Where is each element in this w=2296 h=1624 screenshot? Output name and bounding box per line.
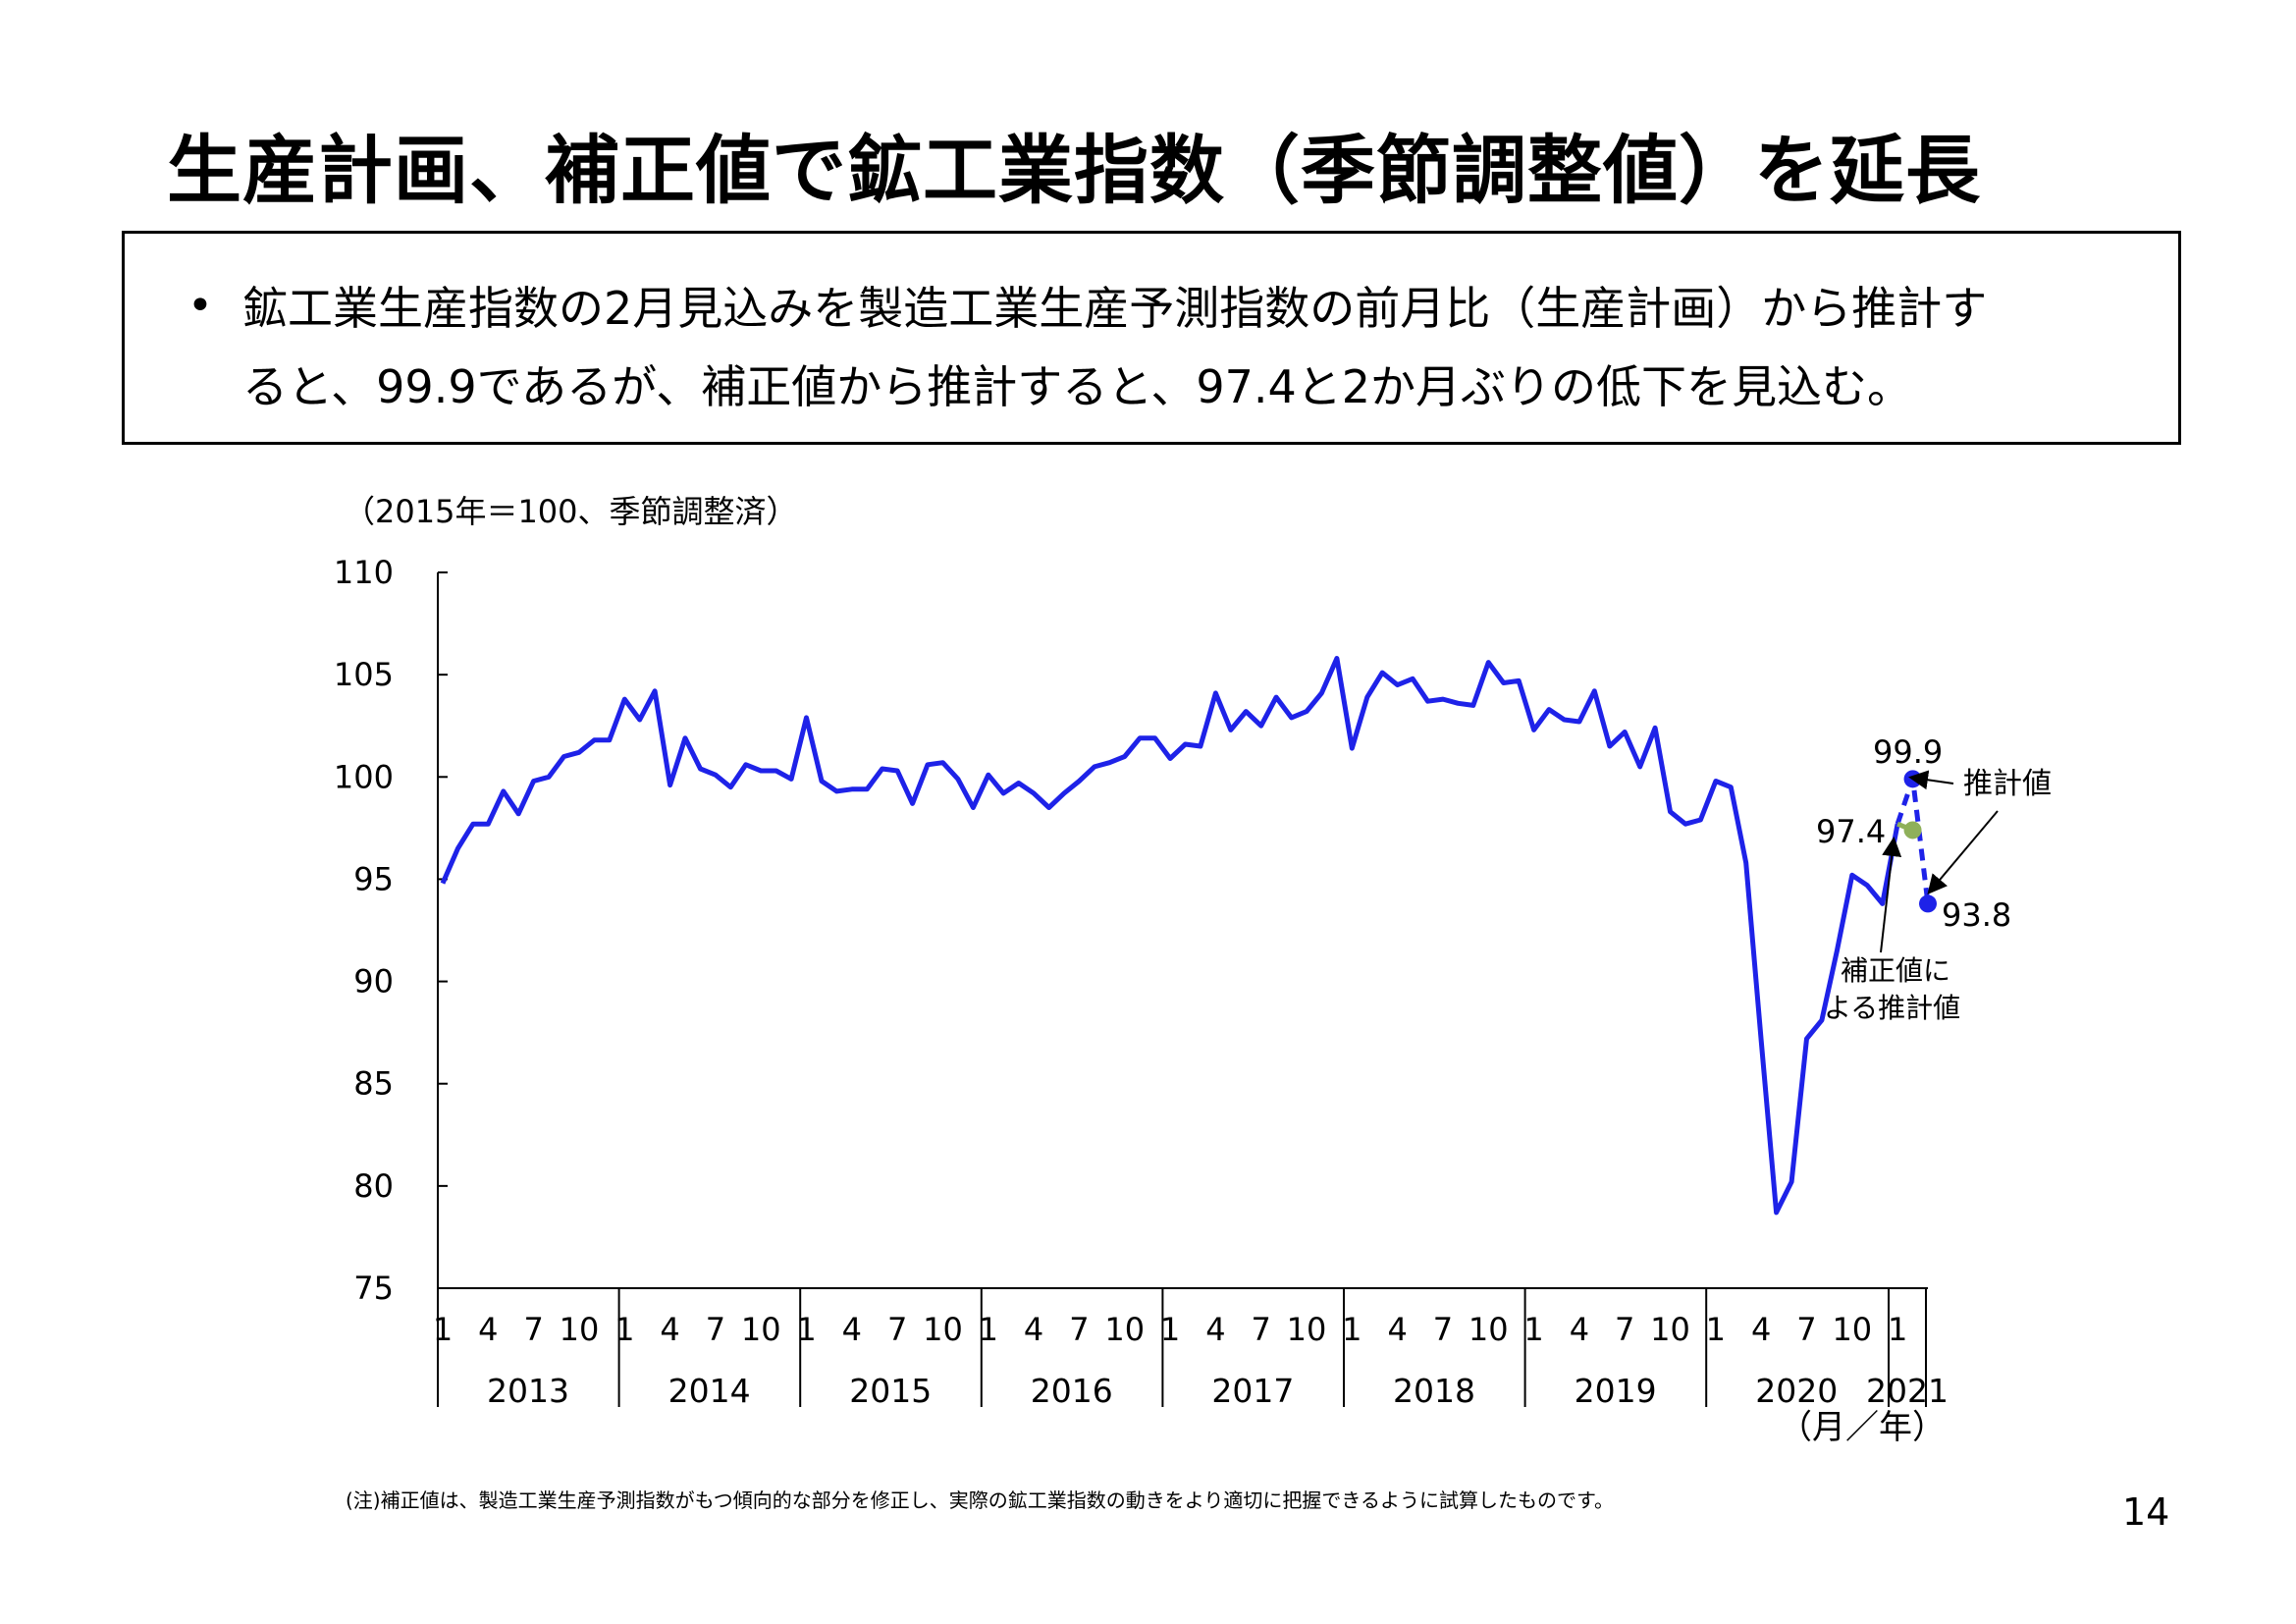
month-tick-label: 10 <box>741 1311 781 1348</box>
summary-text: 鉱工業生産指数の2月見込みを製造工業生産予測指数の前月比（生産計画）から推計す … <box>242 269 2147 426</box>
y-tick-label: 80 <box>353 1167 394 1205</box>
data-label-93-8: 93.8 <box>1942 896 2011 934</box>
y-tick-label: 95 <box>353 860 394 897</box>
data-label-99-9: 99.9 <box>1873 733 1943 771</box>
month-tick-label: 10 <box>560 1311 600 1348</box>
month-tick-label: 1 <box>614 1311 634 1348</box>
bullet-symbol: • <box>187 281 213 331</box>
month-tick-label: 7 <box>1796 1311 1816 1348</box>
month-tick-label: 1 <box>1342 1311 1362 1348</box>
month-tick-label: 7 <box>887 1311 907 1348</box>
projection-line <box>1895 778 1931 904</box>
summary-line-1: 鉱工業生産指数の2月見込みを製造工業生産予測指数の前月比（生産計画）から推計す <box>242 282 1988 335</box>
month-tick-label: 7 <box>1433 1311 1453 1348</box>
month-tick-label: 1 <box>1523 1311 1543 1348</box>
month-tick-label: 7 <box>706 1311 725 1348</box>
y-tick-label: 75 <box>353 1270 394 1307</box>
y-axis-unit-label: （2015年＝100、季節調整済） <box>344 493 798 530</box>
y-tick-label: 110 <box>334 554 394 591</box>
projection-point <box>1903 821 1922 839</box>
callout-arrow-estimate <box>1908 770 1954 790</box>
month-tick-label: 7 <box>1069 1311 1089 1348</box>
callout-arrow-corrected <box>1880 837 1902 953</box>
year-label: 2014 <box>668 1372 751 1410</box>
year-label: 2016 <box>1031 1372 1113 1410</box>
series-line <box>440 656 1900 1216</box>
y-tick-label: 90 <box>353 963 394 1001</box>
series-area <box>440 656 1900 1216</box>
month-tick-label: 10 <box>1650 1311 1690 1348</box>
callout-arrow-estimate-down <box>1927 810 1999 895</box>
month-tick-label: 7 <box>523 1311 543 1348</box>
month-tick-label: 4 <box>1387 1311 1407 1348</box>
month-tick-label: 4 <box>1205 1311 1225 1348</box>
month-tick-label: 4 <box>1024 1311 1043 1348</box>
month-tick-label: 1 <box>433 1311 453 1348</box>
callout-estimate-label: 推計値 <box>1963 767 2052 801</box>
year-label: 2013 <box>487 1372 569 1410</box>
y-tick-label: 100 <box>334 758 394 795</box>
y-tick-label: 105 <box>334 656 394 693</box>
summary-box: • 鉱工業生産指数の2月見込みを製造工業生産予測指数の前月比（生産計画）から推計… <box>122 231 2181 445</box>
callout-corrected-line-2: よる推計値 <box>1824 992 1960 1024</box>
month-tick-label: 10 <box>1832 1311 1872 1348</box>
month-tick-label: 4 <box>1570 1311 1589 1348</box>
year-label: 2019 <box>1575 1372 1657 1410</box>
year-label: 2020 <box>1755 1372 1838 1410</box>
month-tick-label: 4 <box>842 1311 862 1348</box>
y-axis: 75 80 85 90 95 100 105 110 <box>334 554 448 1307</box>
slide-title: 生産計画、補正値で鉱工業指数（季節調整値）を延長 <box>167 127 1981 214</box>
year-label: 2015 <box>849 1372 932 1410</box>
month-tick-label: 1 <box>979 1311 998 1348</box>
year-label: 2021 <box>1866 1372 1949 1410</box>
month-tick-label: 4 <box>478 1311 498 1348</box>
month-tick-label: 7 <box>1252 1311 1271 1348</box>
month-tick-label: 7 <box>1615 1311 1634 1348</box>
month-tick-label: 1 <box>1706 1311 1726 1348</box>
month-tick-label: 1 <box>1888 1311 1907 1348</box>
year-label: 2018 <box>1393 1372 1475 1410</box>
footnote: (注)補正値は、製造工業生産予測指数がもつ傾向的な部分を修正し、実際の鉱工業指数… <box>346 1489 1615 1512</box>
y-tick-label: 85 <box>353 1065 394 1103</box>
month-tick-label: 4 <box>660 1311 679 1348</box>
month-tick-label: 10 <box>1104 1311 1145 1348</box>
month-tick-label: 4 <box>1751 1311 1771 1348</box>
month-tick-label: 10 <box>1287 1311 1327 1348</box>
summary-line-2: ると、99.9であるが、補正値から推計すると、97.4と2か月ぶりの低下を見込む… <box>242 360 1913 413</box>
data-label-97-4: 97.4 <box>1816 813 1886 850</box>
page-number: 14 <box>2122 1490 2170 1534</box>
month-tick-label: 10 <box>923 1311 963 1348</box>
month-tick-label: 1 <box>1160 1311 1180 1348</box>
month-tick-label: 10 <box>1468 1311 1509 1348</box>
month-tick-label: 1 <box>796 1311 816 1348</box>
x-axis-unit-label: （月／年） <box>1779 1408 1946 1447</box>
projection-point <box>1919 894 1937 913</box>
year-label: 2017 <box>1211 1372 1294 1410</box>
callout-corrected-line-1: 補正値に <box>1841 954 1950 987</box>
